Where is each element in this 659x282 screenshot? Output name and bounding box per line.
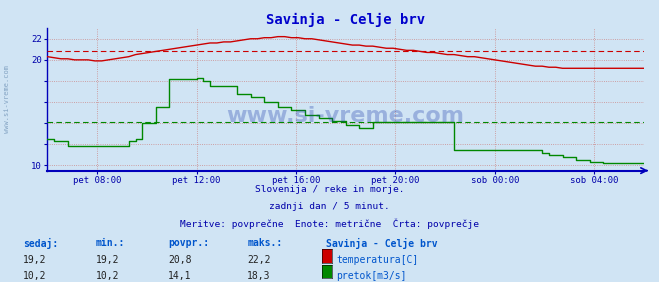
Title: Savinja - Celje brv: Savinja - Celje brv bbox=[266, 13, 425, 27]
Text: maks.:: maks.: bbox=[247, 238, 282, 248]
Text: pretok[m3/s]: pretok[m3/s] bbox=[336, 271, 407, 281]
Text: 18,3: 18,3 bbox=[247, 271, 271, 281]
Text: min.:: min.: bbox=[96, 238, 125, 248]
Text: Slovenija / reke in morje.: Slovenija / reke in morje. bbox=[255, 185, 404, 194]
Text: 19,2: 19,2 bbox=[96, 255, 119, 265]
Text: sedaj:: sedaj: bbox=[23, 238, 58, 249]
Text: Savinja - Celje brv: Savinja - Celje brv bbox=[326, 238, 438, 249]
Text: 14,1: 14,1 bbox=[168, 271, 192, 281]
Text: 10,2: 10,2 bbox=[96, 271, 119, 281]
Text: www.si-vreme.com: www.si-vreme.com bbox=[3, 65, 10, 133]
Text: 10,2: 10,2 bbox=[23, 271, 47, 281]
Text: zadnji dan / 5 minut.: zadnji dan / 5 minut. bbox=[269, 202, 390, 211]
Text: Meritve: povprečne  Enote: metrične  Črta: povprečje: Meritve: povprečne Enote: metrične Črta:… bbox=[180, 219, 479, 229]
Text: www.si-vreme.com: www.si-vreme.com bbox=[227, 107, 465, 127]
Text: povpr.:: povpr.: bbox=[168, 238, 209, 248]
Text: temperatura[C]: temperatura[C] bbox=[336, 255, 418, 265]
Text: 19,2: 19,2 bbox=[23, 255, 47, 265]
Text: 20,8: 20,8 bbox=[168, 255, 192, 265]
Text: 22,2: 22,2 bbox=[247, 255, 271, 265]
